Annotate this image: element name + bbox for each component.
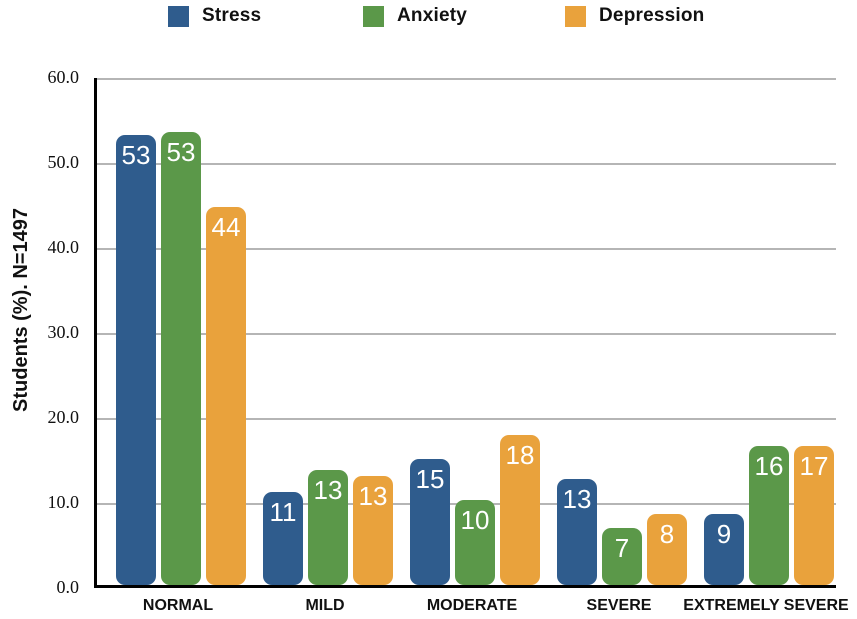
bar-anxiety-normal: 53 (161, 131, 201, 585)
bar-value-label: 10 (460, 505, 490, 535)
gridline-40 (97, 248, 836, 250)
bar-value-label: 17 (799, 451, 829, 482)
bar-value-label: 16 (754, 450, 784, 481)
y-tick-label-30.0: 30.0 (47, 322, 80, 342)
y-tick-label-10.0: 10.0 (47, 492, 80, 512)
x-axis-label-severe: SEVERE (586, 597, 652, 614)
bar-value-label: 44 (211, 211, 241, 242)
bar-value-label: 53 (121, 139, 151, 170)
plot-area: 53 53 44 11 13 13 15 10 18 13 7 8 9 16 17 (94, 78, 836, 588)
bar-stress-severe: 13 (557, 478, 597, 585)
bar-depression-normal: 44 (206, 206, 246, 585)
bar-depression-mild: 13 (353, 476, 393, 585)
legend-label-depression: Depression (599, 5, 705, 26)
bar-value-label: 15 (415, 464, 445, 495)
y-tick-label-40.0: 40.0 (47, 237, 80, 257)
bar-depression-extremely-severe: 17 (794, 446, 834, 585)
legend-swatch-stress-icon (168, 5, 189, 27)
legend-label-anxiety: Anxiety (397, 5, 468, 26)
bar-anxiety-extremely-severe: 16 (749, 445, 789, 585)
legend-label-stress: Stress (202, 5, 262, 26)
bar-value-label: 13 (562, 483, 592, 514)
bar-value-label: 18 (505, 440, 535, 471)
x-axis-label-extremely-severe: EXTREMELY SEVERE (683, 597, 849, 614)
bar-stress-extremely-severe: 9 (704, 513, 744, 585)
y-tick-label-20.0: 20.0 (47, 407, 80, 427)
bar-value-label: 13 (358, 481, 388, 512)
bar-anxiety-mild: 13 (308, 470, 348, 585)
legend-item-stress: Stress (168, 5, 261, 27)
bar-value-label: 11 (269, 496, 297, 527)
bar-value-label: 9 (716, 518, 732, 549)
bar-value-label: 8 (659, 519, 675, 550)
bar-depression-severe: 8 (647, 514, 687, 585)
x-axis-label-mild: MILD (305, 597, 345, 614)
legend-item-depression: Depression (565, 5, 704, 27)
gridline-30 (97, 333, 836, 335)
legend-swatch-depression-icon (565, 5, 586, 27)
bar-stress-mild: 11 (263, 491, 303, 585)
gridline-50 (97, 163, 836, 165)
bar-depression-moderate: 18 (500, 435, 540, 585)
legend-item-anxiety: Anxiety (363, 5, 467, 27)
y-tick-label-0.0: 0.0 (56, 577, 80, 597)
bar-value-label: 7 (614, 533, 630, 564)
y-tick-label-60.0: 60.0 (47, 67, 80, 87)
legend-swatch-anxiety-icon (363, 5, 384, 27)
gridline-20 (97, 418, 836, 420)
bar-stress-moderate: 15 (410, 459, 450, 585)
bar-stress-normal: 53 (116, 134, 156, 585)
bar-anxiety-moderate: 10 (455, 500, 495, 585)
bar-value-label: 13 (313, 475, 343, 506)
bar-value-label: 53 (166, 136, 196, 167)
bar-anxiety-severe: 7 (602, 528, 642, 585)
y-tick-label-50.0: 50.0 (47, 152, 80, 172)
gridline-60 (97, 78, 836, 80)
x-axis-label-moderate: MODERATE (426, 597, 518, 614)
x-axis-label-normal: NORMAL (142, 597, 214, 614)
